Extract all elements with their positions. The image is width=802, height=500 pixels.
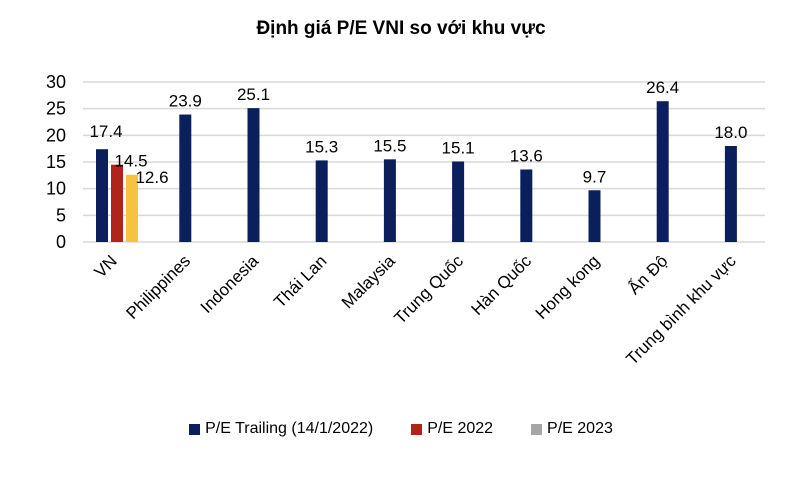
x-category-label: Indonesia — [197, 251, 263, 317]
x-category-label: Ấn Độ — [625, 251, 672, 298]
x-category-label: Trung Quốc — [390, 251, 467, 328]
data-label: 23.9 — [169, 92, 202, 111]
legend-swatch-trailing — [189, 423, 201, 435]
data-label: 25.1 — [237, 85, 270, 104]
bar — [724, 146, 737, 242]
legend-label-trailing: P/E Trailing (14/1/2022) — [205, 420, 374, 437]
y-tick-label: 15 — [46, 152, 66, 172]
y-tick-label: 0 — [56, 232, 66, 252]
data-label: 15.5 — [373, 136, 406, 155]
legend-swatch-pe2023 — [531, 423, 543, 435]
y-tick-label: 10 — [46, 179, 66, 199]
y-tick-label: 20 — [46, 125, 66, 145]
y-tick-label: 5 — [56, 205, 66, 225]
x-category-label: Malaysia — [338, 251, 399, 312]
data-label: 9.7 — [583, 167, 607, 186]
legend-item-pe2023: P/E 2023 — [531, 420, 613, 438]
data-label: 14.5 — [114, 152, 147, 171]
chart-legend: P/E Trailing (14/1/2022) P/E 2022 P/E 20… — [0, 420, 802, 438]
chart-title: Định giá P/E VNI so với khu vực — [256, 18, 546, 39]
legend-item-pe2022: P/E 2022 — [411, 420, 493, 438]
legend-swatch-pe2022 — [411, 423, 423, 435]
data-label: 17.4 — [89, 122, 122, 141]
data-label: 26.4 — [646, 78, 679, 97]
bar — [179, 114, 192, 242]
data-label: 13.6 — [510, 146, 543, 165]
bar — [247, 108, 260, 242]
x-category-label: Hàn Quốc — [468, 251, 536, 319]
y-tick-label: 25 — [46, 99, 66, 119]
y-tick-label: 30 — [46, 72, 66, 92]
bar — [588, 190, 601, 242]
bar-chart-plot: 0 5 10 15 20 25 30 17.4 14.512.6 VN 23.9 Philippine… — [46, 72, 765, 369]
bar — [126, 174, 138, 242]
x-category-label: VN — [91, 251, 121, 281]
x-category-label: Thái Lan — [270, 251, 330, 311]
data-label: 15.1 — [442, 138, 475, 157]
data-label: 12.6 — [135, 168, 168, 187]
legend-item-trailing: P/E Trailing (14/1/2022) — [189, 420, 373, 438]
bar — [383, 159, 396, 242]
bar — [96, 149, 108, 242]
bar — [111, 164, 123, 242]
x-category-label: Hong kong — [532, 251, 604, 323]
bar — [315, 160, 328, 242]
data-label: 15.3 — [305, 137, 338, 156]
legend-label-pe2023: P/E 2023 — [547, 420, 613, 437]
data-label: 18.0 — [714, 123, 747, 142]
x-category-label: Philippines — [123, 251, 195, 323]
bar — [656, 101, 669, 242]
bar — [452, 161, 465, 242]
bar — [520, 169, 533, 242]
legend-label-pe2022: P/E 2022 — [427, 420, 494, 437]
